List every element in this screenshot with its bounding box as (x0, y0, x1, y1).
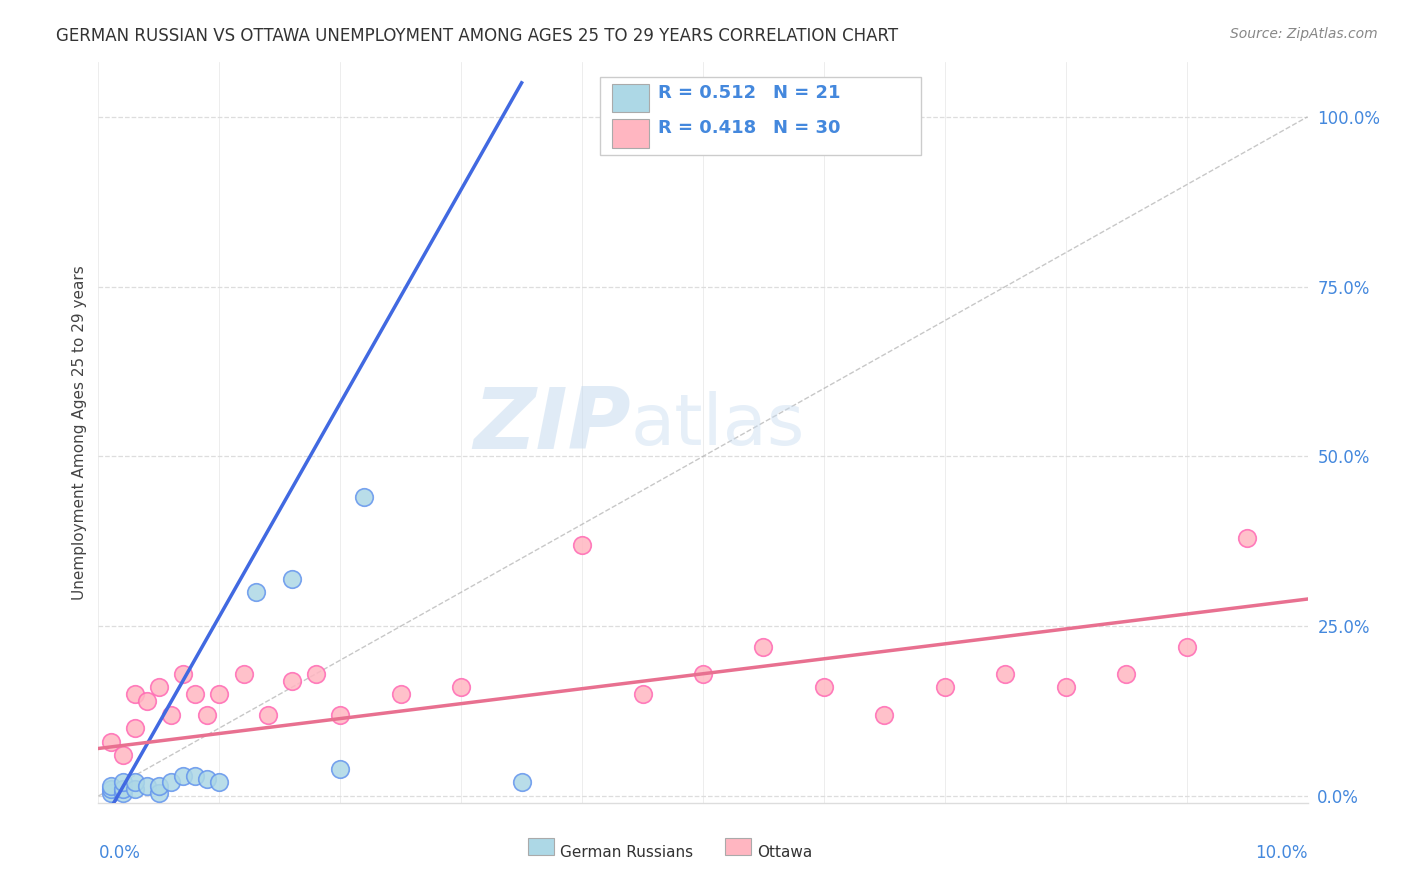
Point (172, 666, 194, 681)
Point (245, 585, 267, 599)
Text: 10.0%: 10.0% (1256, 844, 1308, 862)
FancyBboxPatch shape (527, 838, 554, 855)
Text: N = 30: N = 30 (773, 120, 841, 137)
Point (111, 786, 134, 800)
Point (934, 681, 956, 695)
Point (208, 775, 231, 789)
Point (111, 775, 134, 789)
Point (184, 687, 207, 701)
Text: R = 0.512: R = 0.512 (658, 84, 756, 102)
Point (256, 707, 278, 722)
Point (148, 779, 170, 793)
Text: Source: ZipAtlas.com: Source: ZipAtlas.com (1230, 27, 1378, 41)
FancyBboxPatch shape (613, 120, 648, 147)
Point (305, 666, 328, 681)
Point (172, 769, 194, 783)
Point (160, 775, 183, 789)
Point (124, 775, 146, 789)
Text: atlas: atlas (630, 391, 804, 459)
Point (873, 707, 896, 722)
Point (692, 666, 714, 681)
Point (208, 687, 231, 701)
Point (994, 666, 1017, 681)
Point (100, 782, 122, 797)
Point (1175, 640, 1198, 654)
Text: GERMAN RUSSIAN VS OTTAWA UNEMPLOYMENT AMONG AGES 25 TO 29 YEARS CORRELATION CHAR: GERMAN RUSSIAN VS OTTAWA UNEMPLOYMENT AM… (56, 27, 898, 45)
Point (510, 775, 533, 789)
Point (135, 694, 157, 708)
Point (329, 762, 352, 776)
Text: 0.0%: 0.0% (98, 844, 141, 862)
FancyBboxPatch shape (724, 838, 751, 855)
Point (184, 769, 207, 783)
Text: ZIP: ZIP (472, 384, 630, 467)
Point (1115, 666, 1137, 681)
Point (124, 721, 146, 735)
Point (124, 782, 146, 797)
FancyBboxPatch shape (613, 84, 648, 112)
Point (232, 666, 254, 681)
Point (195, 772, 218, 786)
Point (813, 681, 835, 695)
Point (195, 707, 218, 722)
Point (160, 707, 183, 722)
Point (631, 687, 654, 701)
Y-axis label: Unemployment Among Ages 25 to 29 years: Unemployment Among Ages 25 to 29 years (72, 265, 87, 600)
Text: German Russians: German Russians (561, 845, 693, 860)
FancyBboxPatch shape (600, 78, 921, 155)
Point (1236, 531, 1258, 545)
Point (148, 786, 170, 800)
Point (450, 681, 472, 695)
Point (135, 779, 157, 793)
Point (329, 707, 352, 722)
Point (571, 538, 593, 552)
Point (148, 681, 170, 695)
Point (111, 782, 134, 797)
Point (100, 779, 122, 793)
Point (124, 687, 146, 701)
Text: Ottawa: Ottawa (758, 845, 813, 860)
Point (100, 786, 122, 800)
Point (100, 734, 122, 748)
Point (281, 673, 304, 688)
Point (389, 687, 412, 701)
Point (1054, 681, 1077, 695)
Point (281, 572, 304, 586)
Point (111, 748, 134, 763)
Point (752, 640, 775, 654)
Point (353, 490, 375, 504)
Text: R = 0.418: R = 0.418 (658, 120, 756, 137)
Text: N = 21: N = 21 (773, 84, 841, 102)
